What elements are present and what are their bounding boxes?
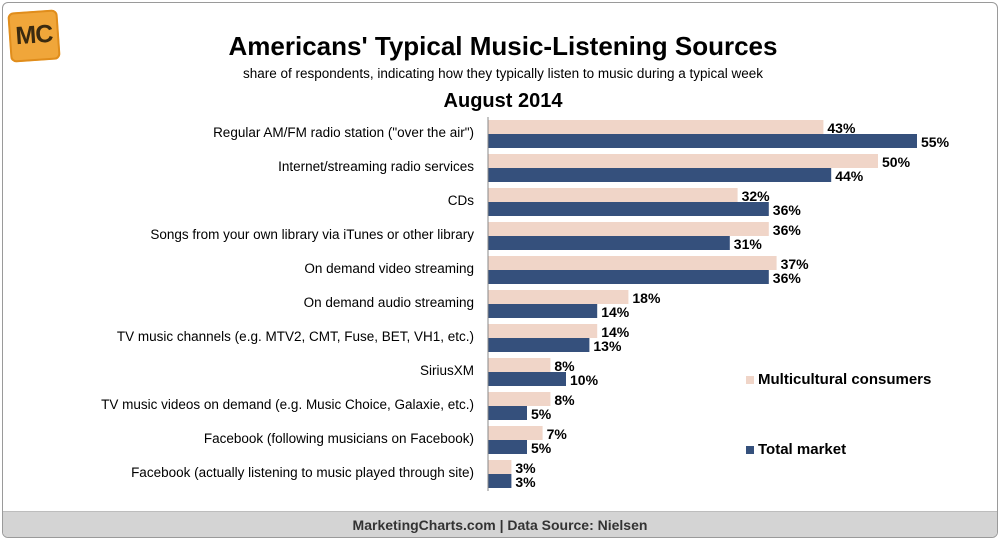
bar-multicultural bbox=[488, 392, 551, 406]
bar-multicultural bbox=[488, 120, 824, 134]
value-label-multicultural: 32% bbox=[742, 188, 771, 204]
bar-chart: Regular AM/FM radio station ("over the a… bbox=[101, 117, 950, 491]
legend-swatch-total bbox=[746, 446, 754, 454]
bar-multicultural bbox=[488, 290, 629, 304]
chart-title: Americans' Typical Music-Listening Sourc… bbox=[228, 31, 778, 61]
footer-bar: MarketingCharts.com | Data Source: Niels… bbox=[3, 511, 997, 537]
value-label-total: 5% bbox=[531, 406, 552, 422]
bar-total bbox=[488, 440, 527, 454]
value-label-multicultural: 18% bbox=[632, 290, 661, 306]
value-label-total: 36% bbox=[773, 202, 802, 218]
bar-multicultural bbox=[488, 222, 769, 236]
value-label-total: 10% bbox=[570, 372, 599, 388]
value-label-total: 5% bbox=[531, 440, 552, 456]
bar-total bbox=[488, 168, 832, 182]
category-label: Regular AM/FM radio station ("over the a… bbox=[213, 125, 474, 140]
bar-multicultural bbox=[488, 154, 878, 168]
value-label-multicultural: 8% bbox=[554, 358, 575, 374]
value-label-total: 55% bbox=[921, 134, 950, 150]
value-label-multicultural: 43% bbox=[827, 120, 856, 136]
bar-total bbox=[488, 304, 598, 318]
value-label-total: 14% bbox=[601, 304, 630, 320]
category-label: TV music channels (e.g. MTV2, CMT, Fuse,… bbox=[117, 329, 474, 344]
bar-total bbox=[488, 134, 917, 148]
category-label: On demand video streaming bbox=[304, 261, 474, 276]
bar-total bbox=[488, 406, 527, 420]
value-label-multicultural: 7% bbox=[547, 426, 568, 442]
category-label: CDs bbox=[448, 193, 474, 208]
legend-swatch-multicultural bbox=[746, 376, 754, 384]
bar-total bbox=[488, 372, 566, 386]
bar-multicultural bbox=[488, 188, 738, 202]
bar-multicultural bbox=[488, 324, 598, 338]
value-label-multicultural: 14% bbox=[601, 324, 630, 340]
category-label: Facebook (actually listening to music pl… bbox=[131, 465, 474, 480]
legend-label-multicultural: Multicultural consumers bbox=[758, 371, 931, 388]
legend-label-total: Total market bbox=[758, 441, 846, 458]
category-label: TV music videos on demand (e.g. Music Ch… bbox=[101, 397, 474, 412]
value-label-multicultural: 8% bbox=[554, 392, 575, 408]
category-label: Songs from your own library via iTunes o… bbox=[150, 227, 474, 242]
footer-source: MarketingCharts.com | Data Source: Niels… bbox=[352, 517, 648, 533]
value-label-multicultural: 50% bbox=[882, 154, 911, 170]
bar-multicultural bbox=[488, 256, 777, 270]
value-label-total: 13% bbox=[593, 338, 622, 354]
bar-multicultural bbox=[488, 460, 512, 474]
value-label-total: 44% bbox=[835, 168, 864, 184]
category-label: Facebook (following musicians on Faceboo… bbox=[204, 431, 474, 446]
chart-period: August 2014 bbox=[443, 90, 563, 112]
value-label-total: 3% bbox=[515, 474, 536, 490]
value-label-total: 36% bbox=[773, 270, 802, 286]
chart-subtitle: share of respondents, indicating how the… bbox=[242, 66, 764, 81]
category-label: Internet/streaming radio services bbox=[278, 159, 474, 174]
bar-multicultural bbox=[488, 358, 551, 372]
bar-multicultural bbox=[488, 426, 543, 440]
value-label-total: 31% bbox=[734, 236, 763, 252]
bar-total bbox=[488, 338, 590, 352]
bar-total bbox=[488, 236, 730, 250]
category-label: SiriusXM bbox=[420, 363, 474, 378]
category-label: On demand audio streaming bbox=[304, 295, 474, 310]
value-label-multicultural: 37% bbox=[781, 256, 810, 272]
bar-total bbox=[488, 474, 512, 488]
value-label-multicultural: 3% bbox=[515, 460, 536, 476]
bar-total bbox=[488, 202, 769, 216]
bar-total bbox=[488, 270, 769, 284]
value-label-multicultural: 36% bbox=[773, 222, 802, 238]
